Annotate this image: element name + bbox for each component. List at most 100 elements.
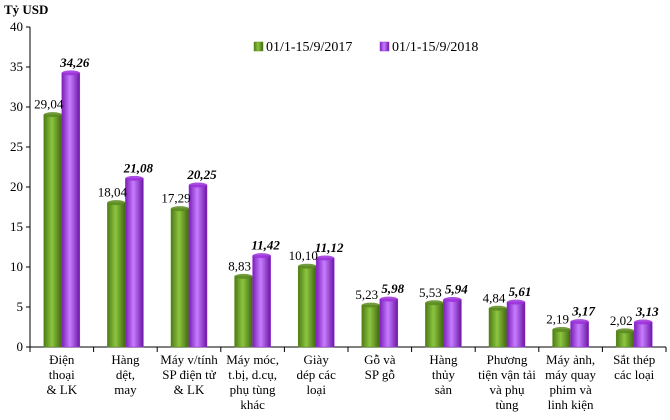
data-label: 8,83 [228,258,251,273]
y-tick-label: 40 [10,19,23,34]
bar-cap [234,273,253,279]
bar-cap [298,263,317,269]
data-label: 11,42 [251,238,280,253]
category-label-line: Sắt thép [613,352,655,367]
bar-cap [43,112,62,118]
y-tick-label: 35 [10,59,23,74]
category-label-line: thủy [432,367,456,382]
bar-series-2017-8 [552,329,571,348]
category-label-line: Phương [487,352,528,367]
legend-label: 01/1-15/9/2018 [392,40,478,55]
category-label: Hàng thủy sản [429,352,458,397]
bar-series-2017-7 [488,308,508,348]
data-label: 18,04 [98,185,128,200]
bar-series-2018-7 [506,301,526,348]
data-label: 5,61 [509,284,532,299]
category-label-line: linh kiện [548,397,594,412]
category-label-line: tiện vận tải [478,367,536,382]
data-label: 3,13 [635,304,659,319]
bar-series-2018-1 [125,178,144,348]
y-tick-label: 10 [10,259,23,274]
category-label: Hàng dệt, may [111,352,140,397]
category-label-line: dép các [297,367,337,382]
category-label: Phương tiện vận tải và phụ tùng [478,352,536,412]
bar-series-2018-9 [633,321,653,348]
bar-cap [425,300,444,306]
category-label-line: & LK [46,382,77,397]
category-label: Máy ảnh, máy quay phim và linh kiện [545,352,596,412]
bar-series-2017-3 [234,276,253,348]
category-label: Sắt thép các loại [613,352,655,382]
bar-cap [489,305,507,311]
bar-series-2018-3 [252,255,271,348]
bar-series-2018-4 [315,257,335,348]
bar-cap [171,206,189,212]
bar-series-2017-6 [425,302,444,348]
data-label: 5,98 [381,281,404,296]
category-label-line: Giày [304,352,330,367]
bar-cap [61,70,80,76]
data-label: 5,23 [355,287,378,302]
bar-series-2018-0 [61,72,81,348]
bar-cap [552,326,571,332]
category-label-line: t.bị, d.cụ, [228,367,277,382]
bar-cap [252,253,271,259]
category-label-line: dệt, [116,367,135,382]
bar-series-2017-5 [361,304,381,348]
category-label-line: SP gỗ [365,367,395,382]
category-label-line: Máy ảnh, [546,352,595,367]
category-label-line: Máy v/tính [160,352,218,367]
bar-cap [107,200,126,206]
bar-cap [189,182,207,188]
y-tick-label: 15 [10,219,23,234]
category-label-line: may [114,382,137,397]
bar-series-2018-6 [443,299,462,348]
y-tick-label: 5 [17,299,24,314]
legend-label: 01/1-15/9/2017 [266,40,352,55]
legend-swatch [379,41,390,52]
data-label: 21,08 [123,160,154,175]
data-label: 5,53 [419,285,442,300]
data-label: 29,04 [34,97,64,112]
bar-cap [616,328,635,334]
data-label: 11,12 [315,240,344,255]
category-label-line: tùng [495,397,519,412]
legend: 01/1-15/9/2017 01/1-15/9/2018 [253,40,478,55]
category-label-line: Điện [49,352,75,367]
data-label: 20,25 [186,167,217,182]
bar-series-2018-8 [570,321,589,348]
bar-cap [379,296,398,302]
category-label-line: sản [435,382,453,397]
bar-series-2017-0 [43,114,63,348]
legend-swatch [253,41,264,52]
category-label-line: phụ tùng [230,382,276,397]
data-label: 17,29 [161,191,190,206]
category-label-line: & LK [174,382,205,397]
bar-cap [634,319,653,325]
bar-series-2018-2 [188,184,208,348]
category-label: Gỗ và SP gỗ [364,352,396,382]
data-label: 2,02 [610,313,633,328]
bars-group [43,70,653,348]
bar-cap [316,255,335,261]
bar-series-2017-4 [297,265,317,348]
category-label-line: Hàng [429,352,458,367]
category-label-line: các loại [614,367,654,382]
y-tick-label: 25 [10,139,23,154]
bar-cap [507,299,525,305]
bar-cap [125,175,144,181]
bar-cap [443,296,462,302]
category-label-line: và phụ [489,382,525,397]
category-label-line: khác [240,397,265,412]
category-label: Máy móc, t.bị, d.cụ, phụ tùng khác [226,352,279,412]
data-label: 34,26 [59,55,90,70]
y-tick-label: 0 [17,339,24,354]
bar-series-2017-2 [170,208,190,348]
data-label: 3,17 [571,304,595,319]
bar-cap [570,319,589,325]
category-label-line: Hàng [111,352,140,367]
data-label: 2,19 [546,311,569,326]
